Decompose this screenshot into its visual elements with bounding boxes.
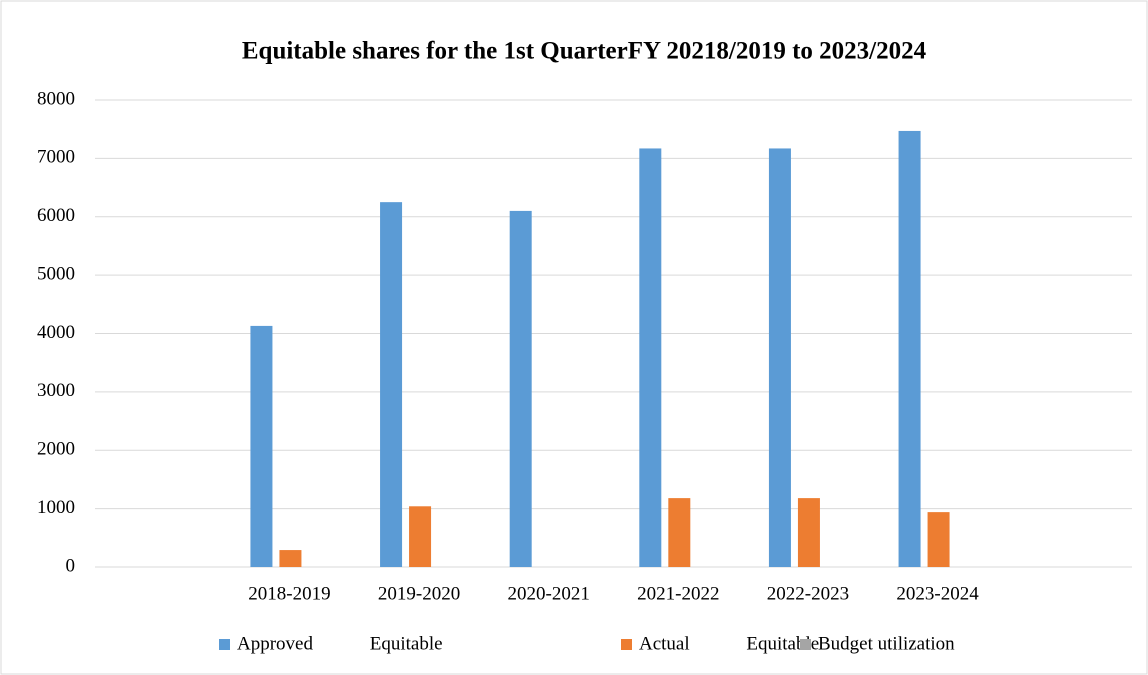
y-tick-label: 5000 — [37, 263, 75, 284]
bar — [927, 512, 950, 567]
y-tick-label: 8000 — [37, 88, 75, 109]
bar — [509, 210, 532, 567]
legend-label: Approved Equitable — [237, 633, 443, 654]
legend-label: Actual Equitable — [639, 633, 819, 654]
x-tick-label: 2021-2022 — [637, 583, 719, 604]
y-tick-label: 6000 — [37, 205, 75, 226]
bar — [250, 325, 273, 567]
x-tick-label: 2023-2024 — [896, 583, 979, 604]
bar — [380, 202, 403, 567]
x-tick-label: 2022-2023 — [767, 583, 849, 604]
x-tick-label: 2018-2019 — [248, 583, 330, 604]
x-tick-label: 2020-2021 — [508, 583, 590, 604]
y-tick-label: 4000 — [37, 322, 75, 343]
bar — [768, 148, 791, 568]
y-tick-label: 1000 — [37, 497, 75, 518]
bar — [797, 498, 820, 567]
bar — [668, 498, 691, 567]
legend-swatch — [219, 639, 230, 650]
bar — [898, 130, 921, 567]
bar — [279, 550, 302, 567]
legend-label: Budget utilization — [818, 633, 955, 654]
y-tick-label: 3000 — [37, 380, 75, 401]
y-tick-label: 2000 — [37, 439, 75, 460]
bar — [409, 506, 432, 567]
y-tick-label: 7000 — [37, 147, 75, 168]
bar — [639, 148, 662, 568]
chart-title: Equitable shares for the 1st QuarterFY 2… — [242, 38, 927, 65]
legend-swatch — [621, 639, 632, 650]
legend-swatch — [800, 639, 811, 650]
x-tick-label: 2019-2020 — [378, 583, 460, 604]
y-tick-label: 0 — [66, 555, 76, 576]
